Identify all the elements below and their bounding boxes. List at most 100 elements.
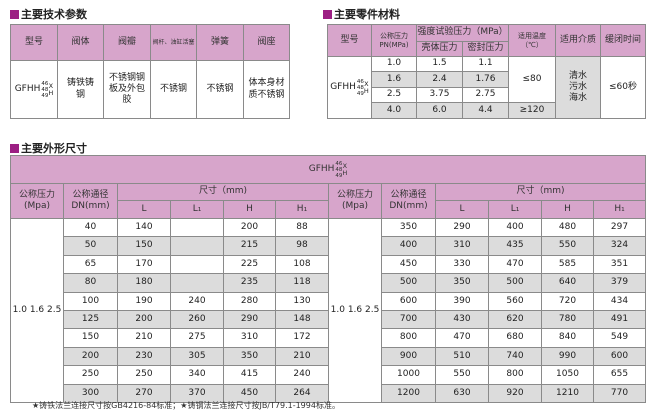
dim-cell: 780 [541, 309, 594, 330]
pn-value: 2.5 [371, 87, 417, 103]
dim-cell: 140 [117, 217, 171, 238]
dimensions-table: GFHH 46 48 49 X H 公称压力(Mpa) 公称通径DN(mm) 尺寸（mm)… [9, 155, 647, 403]
dim-cell: 435 [488, 236, 542, 256]
table-row: 200 230 305 350 210 900 510 740 990 600 [10, 346, 647, 367]
dim-cell: 260 [170, 309, 224, 330]
dim-cell: 434 [592, 291, 647, 311]
dim-cell: 310 [435, 236, 489, 256]
dim-cell: 275 [170, 328, 224, 348]
parts-section-title: 主要零件材料 [323, 6, 400, 22]
model-name: GFHH 46 48 49 X H [15, 81, 54, 99]
temp-value: ≤80 [508, 56, 556, 103]
model-suffix: H [48, 88, 54, 97]
dim-cell: 351 [592, 254, 647, 275]
dim-cell: 290 [223, 309, 276, 330]
dim-cell: 430 [435, 309, 489, 330]
dim-cell: 1050 [541, 365, 594, 385]
table-row: 125 200 260 290 148 700 430 620 780 491 [10, 309, 647, 330]
section-marker-icon [10, 9, 19, 19]
dim-cell: 240 [170, 291, 224, 311]
dim-cell: 550 [435, 365, 489, 385]
parts-title-text: 主要零件材料 [334, 8, 400, 21]
th-dn: 公称通径DN(mm) [63, 183, 118, 219]
dim-cell: 250 [63, 365, 118, 385]
model-suffix: H [342, 168, 348, 177]
dim-cell: 620 [488, 309, 542, 330]
table-row: 150 210 275 310 172 800 470 680 840 549 [10, 328, 647, 348]
dim-cell: 125 [63, 309, 118, 330]
th-model: 型号 [10, 24, 58, 61]
dim-cell [170, 217, 224, 238]
th-pressure: 公称压力(Mpa) [328, 183, 382, 219]
dim-cell: 310 [223, 328, 276, 348]
disc-material: 不锈钢钢板及外包胶 [103, 60, 151, 119]
dim-cell: 324 [592, 236, 647, 256]
dim-cell: 491 [592, 309, 647, 330]
dim-cell: 200 [223, 217, 276, 238]
model-variant: 46 [356, 78, 364, 85]
pressure-cell: 1.0 1.6 2.5 [328, 218, 382, 403]
dim-cell [170, 236, 224, 256]
dim-cell: 500 [488, 273, 542, 293]
stem-material: 不锈钢 [150, 60, 197, 119]
dim-cell: 630 [435, 383, 489, 403]
model-suffix: X [342, 161, 348, 170]
dim-cell: 990 [541, 346, 594, 367]
dim-cell: 450 [381, 254, 436, 275]
model-variant: 46 [335, 160, 343, 167]
dim-cell: 235 [223, 273, 276, 293]
dim-cell: 740 [488, 346, 542, 367]
th-L: L [435, 200, 489, 219]
th-H1: H₁ [275, 200, 329, 219]
dim-cell: 700 [381, 309, 436, 330]
dim-cell: 210 [117, 328, 171, 348]
model-prefix: GFHH [330, 81, 356, 92]
th-L1: L₁ [170, 200, 224, 219]
dim-cell [170, 273, 224, 293]
dim-cell: 305 [170, 346, 224, 367]
dim-cell: 1210 [541, 383, 594, 403]
th-test-pressure: 强度试验压力（MPa） [416, 24, 509, 42]
dim-cell: 680 [488, 328, 542, 348]
parts-table: 型号 公称压力PN(MPa) 强度试验压力（MPa） 适用温度（℃） 适用介质 … [327, 24, 646, 119]
dim-cell: 470 [488, 254, 542, 275]
table-row: 100 190 240 280 130 600 390 560 720 434 [10, 291, 647, 311]
close-time-value: ≤60秒 [600, 56, 646, 119]
th-pn: 公称压力PN(MPa) [371, 24, 417, 57]
model-name: GFHH 46 48 49 X H [309, 161, 348, 179]
th-size: 尺寸（mm) [117, 183, 329, 201]
dim-cell: 65 [63, 254, 118, 275]
dim-cell: 150 [63, 328, 118, 348]
dim-cell: 640 [541, 273, 594, 293]
dim-cell: 200 [63, 346, 118, 367]
dim-cell: 840 [541, 328, 594, 348]
dim-cell: 190 [117, 291, 171, 311]
th-H: H [541, 200, 594, 219]
th-H: H [223, 200, 276, 219]
shell-value: 3.75 [416, 87, 463, 103]
dim-cell: 1000 [381, 365, 436, 385]
dim-cell: 330 [435, 254, 489, 275]
model-header: GFHH 46 48 49 X H [9, 155, 647, 184]
temp-value: ≥120 [508, 102, 556, 119]
dim-cell: 200 [117, 309, 171, 330]
th-model: 型号 [327, 24, 372, 57]
model-variant: 46 [41, 80, 49, 87]
th-pressure: 公称压力(Mpa) [10, 183, 64, 219]
dim-cell: 215 [223, 236, 276, 256]
footnote: ★铸铁法兰连接尺寸按GB4216-84标准；★铸钢法兰连接尺寸按JB/T79.1… [32, 401, 340, 410]
seal-value: 4.4 [462, 102, 509, 119]
dim-cell: 400 [381, 236, 436, 256]
dim-cell: 510 [435, 346, 489, 367]
table-row: 50 150 215 98 400 310 435 550 324 [10, 236, 647, 256]
pn-value: 1.6 [371, 71, 417, 88]
dim-cell: 340 [170, 365, 224, 385]
model-variant: 49 [356, 90, 364, 97]
model-variant: 48 [356, 84, 364, 91]
dim-cell: 560 [488, 291, 542, 311]
seal-value: 1.76 [462, 71, 509, 88]
dim-cell: 585 [541, 254, 594, 275]
dim-cell: 210 [275, 346, 329, 367]
th-spring: 弹簧 [196, 24, 244, 61]
dim-cell: 170 [117, 254, 171, 275]
